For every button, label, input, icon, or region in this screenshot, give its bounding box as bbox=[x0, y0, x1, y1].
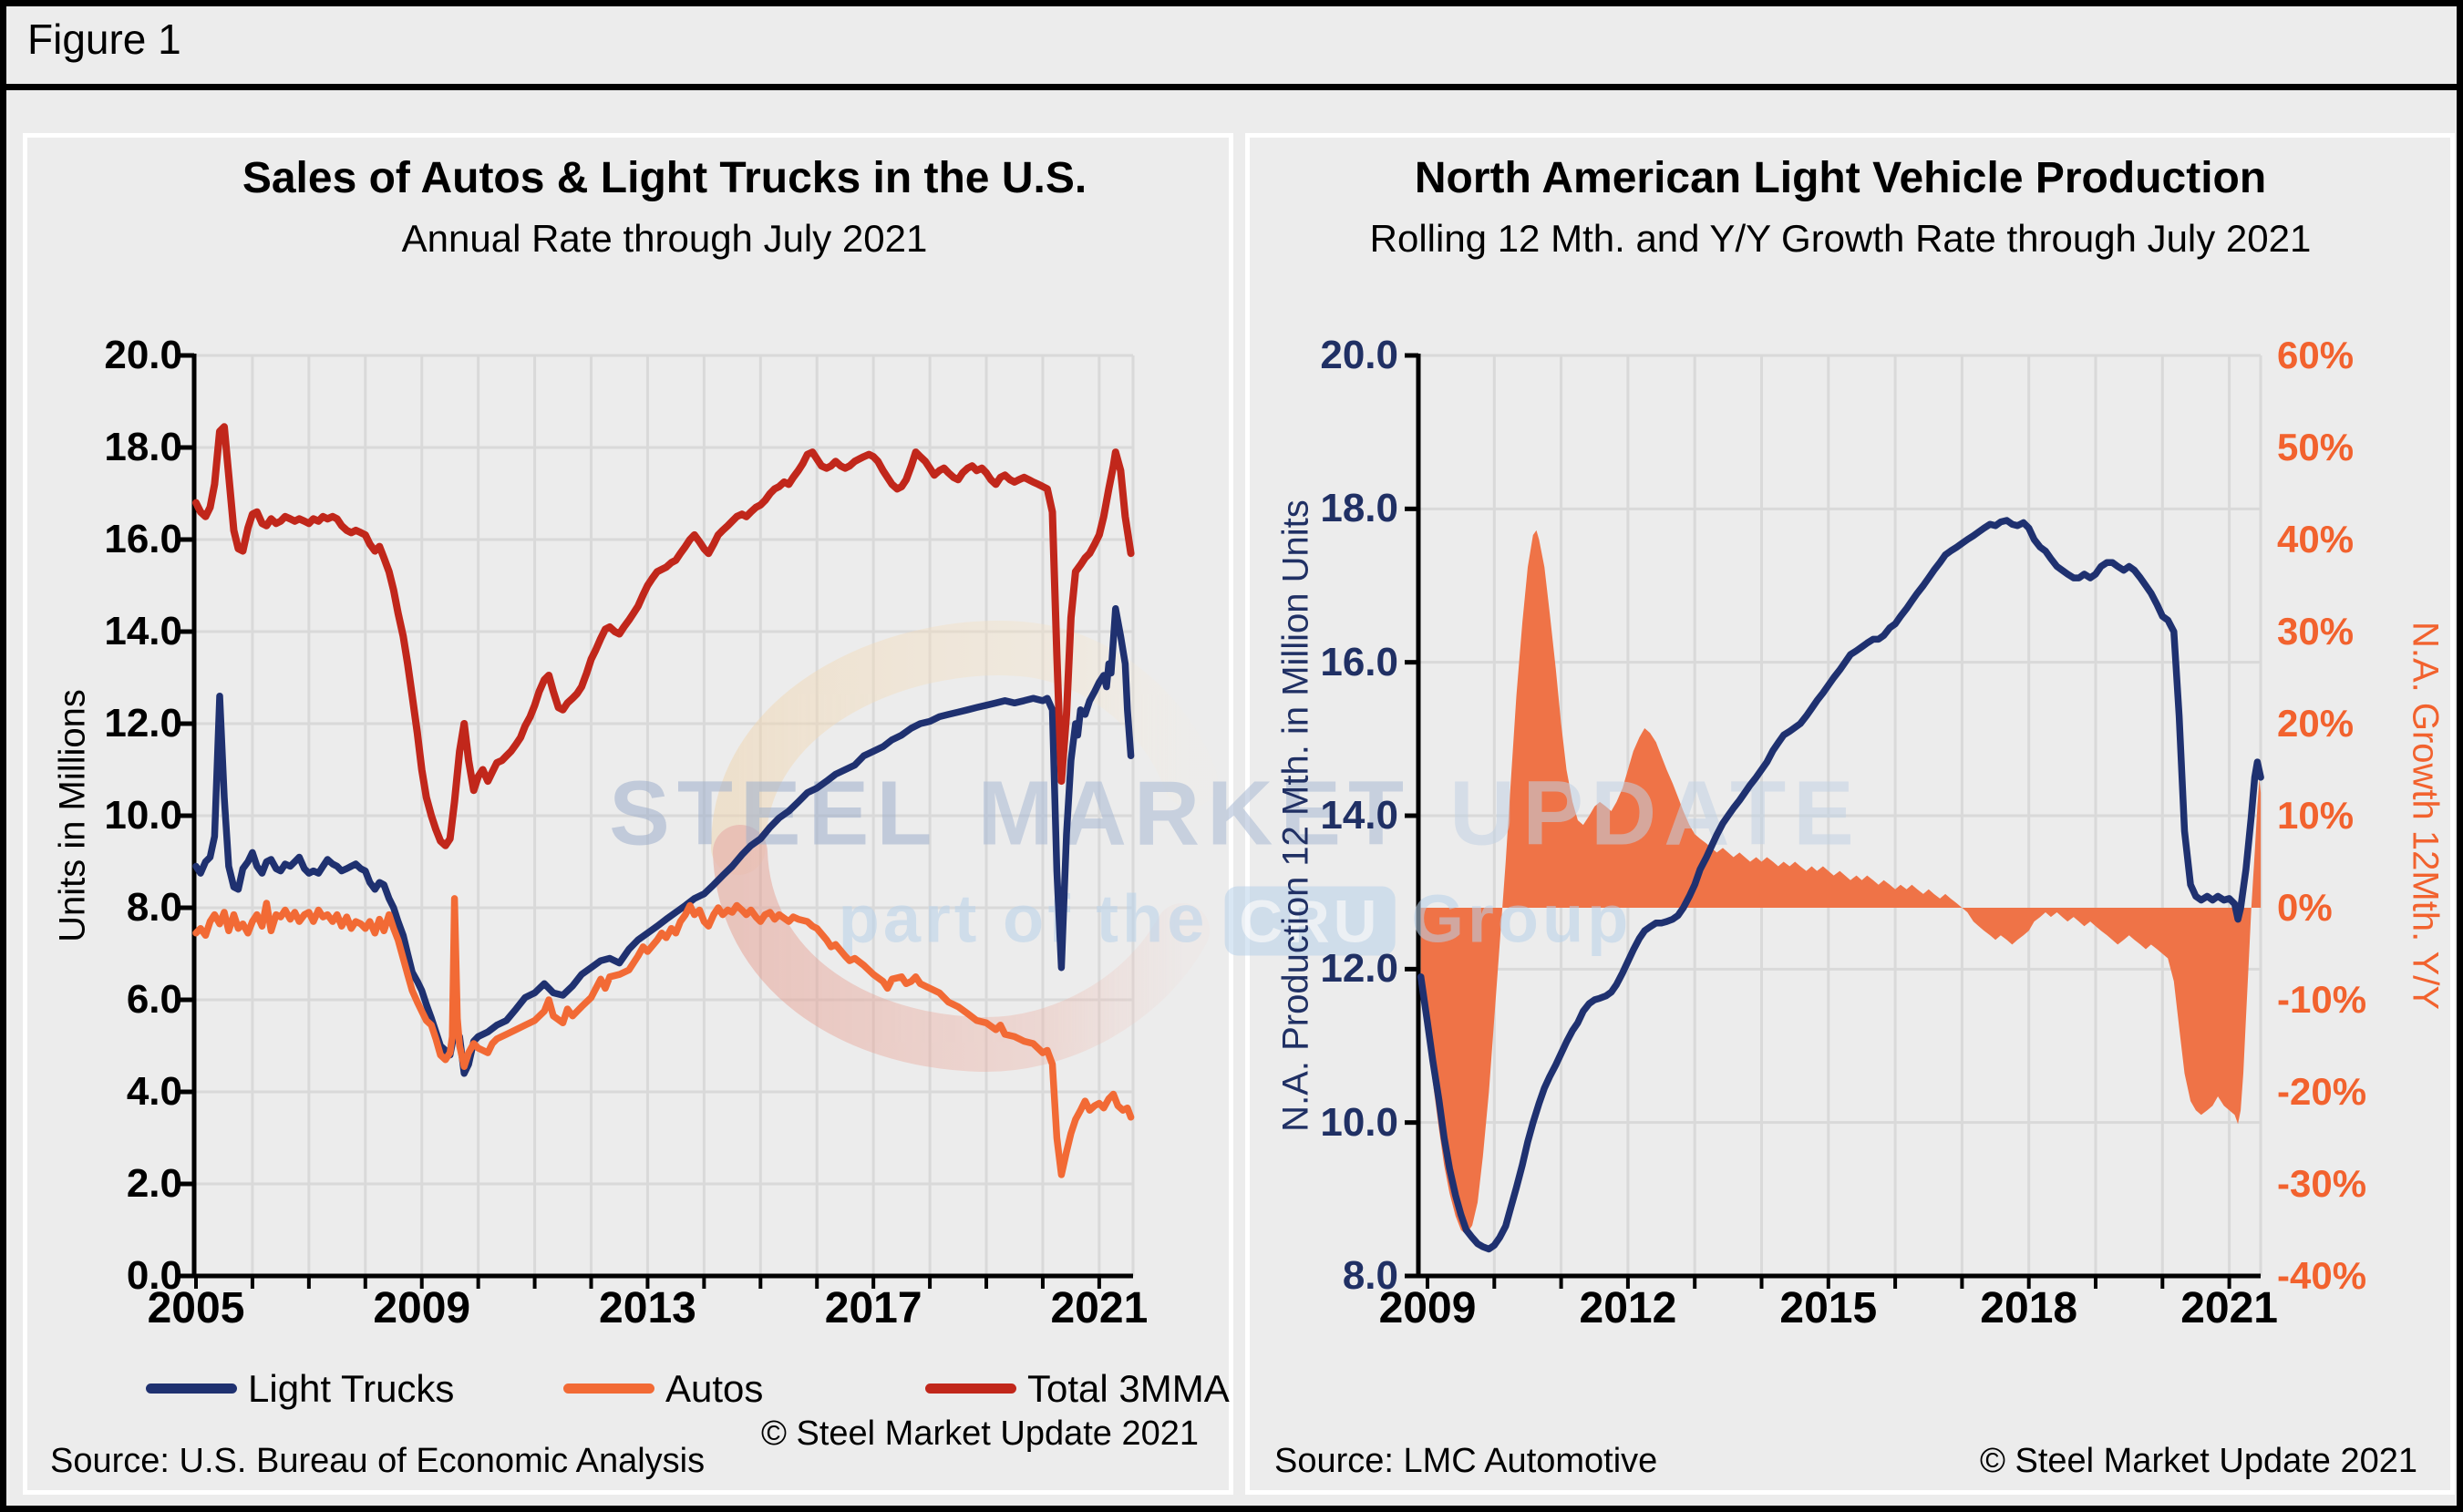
left-chart-y-tick-label: 6.0 bbox=[126, 977, 182, 1022]
legend-label-light-trucks: Light Trucks bbox=[248, 1367, 455, 1410]
left-chart-y-tick-label: 2.0 bbox=[126, 1161, 182, 1206]
title-separator bbox=[0, 84, 2463, 90]
left-chart-y-tick-label: 10.0 bbox=[104, 793, 182, 838]
left-chart-y-tick-label: 20.0 bbox=[104, 333, 182, 377]
legend-swatch-total-3mma bbox=[925, 1383, 1016, 1394]
right-chart-right-y-tick-label: 40% bbox=[2277, 518, 2355, 561]
left-chart-y-tick-label: 18.0 bbox=[104, 425, 182, 469]
right-chart-right-y-tick-label: 50% bbox=[2277, 426, 2355, 468]
legend-swatch-autos bbox=[563, 1383, 654, 1394]
left-chart-y-tick-label: 14.0 bbox=[104, 609, 182, 653]
right-chart-x-tick-label: 2018 bbox=[1980, 1284, 2078, 1332]
growth-area-path bbox=[1420, 530, 2262, 1235]
right-chart-left-y-tick-label: 8.0 bbox=[1342, 1252, 1398, 1298]
left-chart-y-tick-label: 12.0 bbox=[104, 701, 182, 746]
left-chart-x-tick-label: 2005 bbox=[147, 1284, 245, 1332]
legend-label-total-3mma: Total 3MMA bbox=[1027, 1367, 1230, 1410]
right-chart-left-y-tick-label: 14.0 bbox=[1320, 792, 1398, 838]
left-chart-x-tick-label: 2013 bbox=[599, 1284, 696, 1332]
right-chart-x-tick-label: 2012 bbox=[1579, 1284, 1677, 1332]
right-chart-right-y-tick-label: -20% bbox=[2277, 1070, 2367, 1113]
left-chart-y-tick-label: 16.0 bbox=[104, 517, 182, 561]
right-chart-left-y-tick-label: 18.0 bbox=[1320, 486, 1398, 531]
left-chart-y-tick-label: 4.0 bbox=[126, 1069, 182, 1114]
right-chart-right-y-tick-label: 60% bbox=[2277, 334, 2355, 376]
left-chart-source: Source: U.S. Bureau of Economic Analysis bbox=[50, 1442, 706, 1480]
right-chart-right-y-tick-label: 30% bbox=[2277, 610, 2355, 653]
series-line bbox=[192, 895, 1135, 1178]
legend-swatch-light-trucks bbox=[146, 1383, 237, 1394]
series-line bbox=[1417, 517, 2264, 1253]
figure-label: Figure 1 bbox=[27, 15, 181, 63]
right-chart-right-y-tick-label: 20% bbox=[2277, 702, 2355, 745]
left-chart-x-tick-label: 2021 bbox=[1050, 1284, 1149, 1332]
right-chart-right-y-tick-label: 0% bbox=[2277, 886, 2333, 929]
left-chart-y-tick-label: 8.0 bbox=[126, 885, 182, 930]
left-chart-x-tick-label: 2009 bbox=[373, 1284, 471, 1332]
legend-label-autos: Autos bbox=[665, 1367, 764, 1410]
growth-area-fill bbox=[1420, 530, 2262, 1235]
left-chart-subtitle: Annual Rate through July 2021 bbox=[401, 217, 928, 260]
right-chart-copyright: © Steel Market Update 2021 bbox=[1979, 1442, 2417, 1480]
right-chart-title: North American Light Vehicle Production bbox=[1414, 154, 2267, 202]
right-chart-left-y-tick-label: 16.0 bbox=[1320, 639, 1398, 684]
smu-swoosh-watermark-icon bbox=[711, 621, 1218, 1073]
left-chart-x-tick-label: 2017 bbox=[824, 1284, 922, 1332]
right-chart-left-y-tick-label: 20.0 bbox=[1320, 333, 1398, 377]
right-chart-x-tick-label: 2009 bbox=[1378, 1284, 1477, 1332]
right-chart-right-y-tick-label: -10% bbox=[2277, 978, 2367, 1021]
right-chart-right-y-tick-label: -40% bbox=[2277, 1254, 2367, 1297]
chart-axes bbox=[180, 353, 2261, 1289]
right-chart-right-y-tick-label: -30% bbox=[2277, 1162, 2367, 1205]
right-chart-left-y-tick-label: 12.0 bbox=[1320, 946, 1398, 992]
right-chart-subtitle: Rolling 12 Mth. and Y/Y Growth Rate thro… bbox=[1369, 217, 2312, 260]
series-line bbox=[192, 605, 1135, 1077]
right-chart-x-tick-label: 2021 bbox=[2180, 1284, 2278, 1332]
left-chart-y-tick-label: 0.0 bbox=[126, 1253, 182, 1298]
left-chart-title: Sales of Autos & Light Trucks in the U.S… bbox=[242, 154, 1087, 202]
left-chart-copyright: © Steel Market Update 2021 bbox=[760, 1414, 1199, 1453]
right-chart-left-y-tick-label: 10.0 bbox=[1320, 1099, 1398, 1145]
series-line bbox=[192, 423, 1135, 849]
right-chart-source: Source: LMC Automotive bbox=[1274, 1442, 1658, 1480]
right-chart-right-y-tick-label: 10% bbox=[2277, 794, 2355, 837]
right-chart-x-tick-label: 2015 bbox=[1779, 1284, 1878, 1332]
